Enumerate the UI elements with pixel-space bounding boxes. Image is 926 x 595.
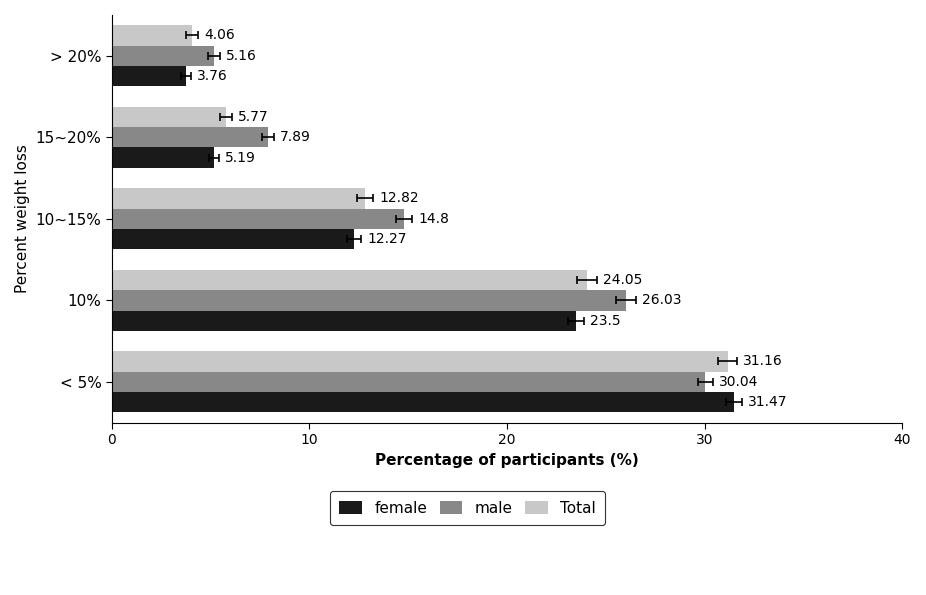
Text: 5.77: 5.77 <box>238 110 269 124</box>
Text: 30.04: 30.04 <box>720 375 758 389</box>
Bar <box>112 46 214 66</box>
Text: 5.16: 5.16 <box>226 49 257 62</box>
Legend: female, male, Total: female, male, Total <box>330 491 605 525</box>
Bar <box>112 311 576 331</box>
Bar <box>112 392 733 412</box>
Text: 26.03: 26.03 <box>642 293 682 308</box>
Text: 12.27: 12.27 <box>367 232 407 246</box>
Bar <box>112 229 355 249</box>
Text: 31.16: 31.16 <box>744 355 783 368</box>
Bar <box>112 351 728 372</box>
Text: 3.76: 3.76 <box>197 69 228 83</box>
Text: 31.47: 31.47 <box>747 395 787 409</box>
Bar <box>112 290 626 311</box>
Bar <box>112 66 186 86</box>
X-axis label: Percentage of participants (%): Percentage of participants (%) <box>375 453 639 468</box>
Text: 4.06: 4.06 <box>204 29 234 42</box>
Text: 14.8: 14.8 <box>419 212 449 226</box>
Bar <box>112 25 192 46</box>
Y-axis label: Percent weight loss: Percent weight loss <box>15 145 30 293</box>
Text: 7.89: 7.89 <box>280 130 310 145</box>
Bar <box>112 209 405 229</box>
Bar <box>112 107 226 127</box>
Bar <box>112 188 365 209</box>
Bar <box>112 372 706 392</box>
Text: 23.5: 23.5 <box>590 314 620 328</box>
Text: 24.05: 24.05 <box>603 273 643 287</box>
Bar <box>112 270 587 290</box>
Text: 12.82: 12.82 <box>379 192 419 205</box>
Bar <box>112 127 268 148</box>
Bar <box>112 148 215 168</box>
Text: 5.19: 5.19 <box>225 151 257 165</box>
